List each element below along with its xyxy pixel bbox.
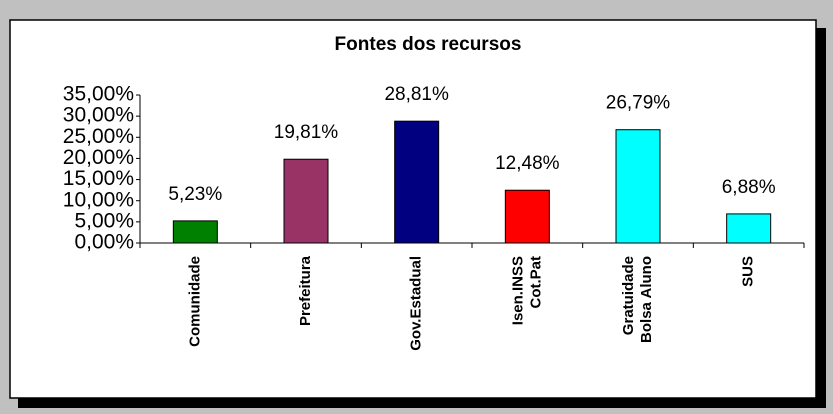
bar <box>394 120 440 244</box>
value-label: 19,81% <box>274 122 339 143</box>
bar <box>283 158 329 244</box>
y-tick-label: 5,00% <box>74 209 134 232</box>
x-tick-label: GratuidadeBolsa Aluno <box>620 256 655 343</box>
value-label: 6,88% <box>722 177 776 198</box>
x-tick-label: SUS <box>740 256 757 287</box>
bar <box>726 213 772 244</box>
value-label: 26,79% <box>606 93 671 114</box>
x-tick-label: Comunidade <box>186 256 203 347</box>
value-label: 5,23% <box>168 184 222 205</box>
value-label: 28,81% <box>384 84 449 105</box>
y-tick-label: 0,00% <box>74 231 134 254</box>
x-tick-label: Isen.INSSCot.Pat <box>509 256 544 325</box>
value-label: 12,48% <box>495 153 560 174</box>
y-tick-label: 10,00% <box>63 188 134 211</box>
x-tick-label: Gov.Estadual <box>408 256 425 351</box>
chart-title: Fontes dos recursos <box>335 34 522 55</box>
bar <box>615 129 661 244</box>
x-tick-label: Prefeitura <box>297 255 314 326</box>
y-tick-label: 30,00% <box>63 104 134 127</box>
y-tick-label: 20,00% <box>63 146 134 169</box>
y-tick-label: 15,00% <box>63 167 134 190</box>
y-tick-label: 25,00% <box>63 125 134 148</box>
y-tick-label: 35,00% <box>63 83 134 106</box>
bar <box>504 189 550 244</box>
bar <box>172 220 218 244</box>
